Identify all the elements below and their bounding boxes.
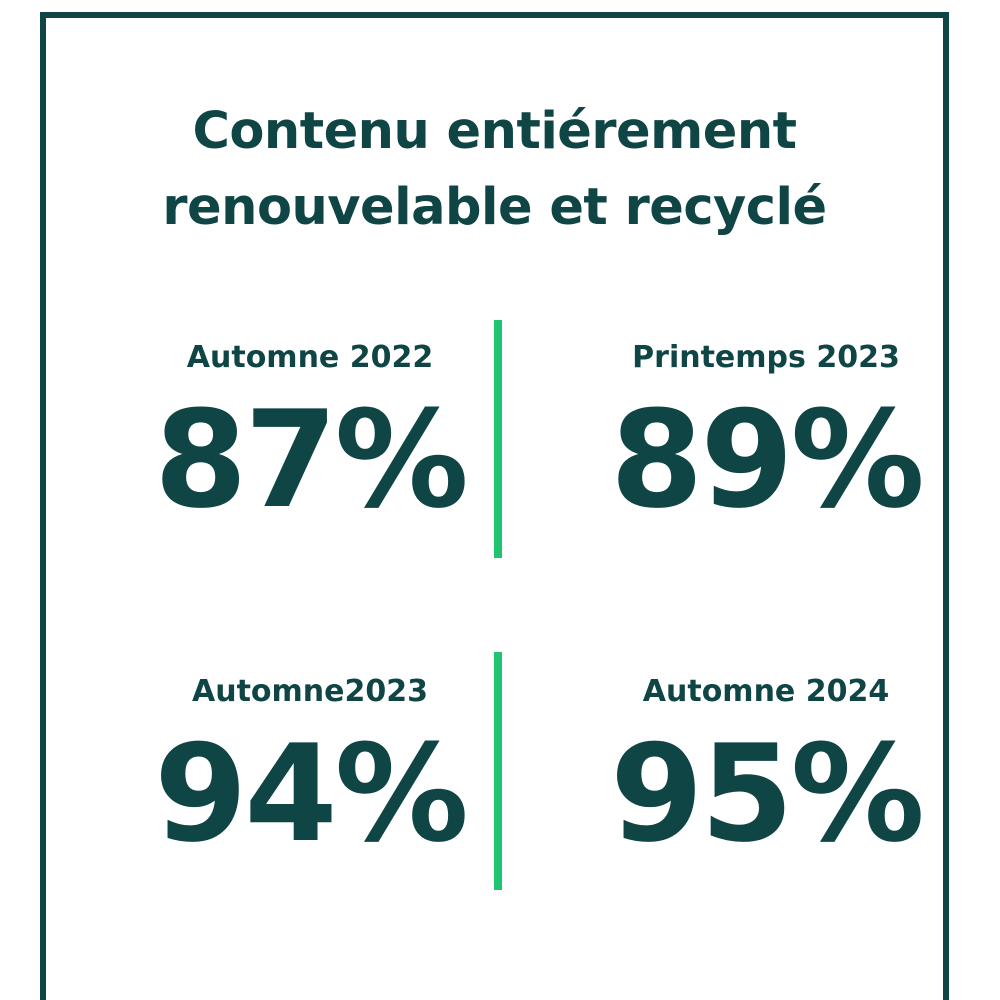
vertical-divider-bottom [494,652,502,890]
stat-value: 95% [610,716,925,872]
stat-block-spring-2023: Printemps 2023 89% [556,340,976,530]
stat-value: 87% [154,382,469,538]
stat-period-label: Automne 2024 [642,674,890,709]
page-title: Contenu entiérement renouvelable et recy… [46,94,943,246]
title-line-1: Contenu entiérement [192,102,797,161]
stat-value: 89% [610,382,925,538]
stat-period-label: Automne2023 [192,674,428,709]
stat-block-autumn-2022: Automne 2022 87% [100,340,520,530]
stat-period-label: Automne 2022 [186,340,434,375]
content-card: Contenu entiérement renouvelable et recy… [40,12,949,1000]
stat-value: 94% [154,716,469,872]
stat-block-autumn-2024: Automne 2024 95% [556,674,976,864]
stat-period-label: Printemps 2023 [632,340,900,375]
vertical-divider-top [494,320,502,558]
title-line-2: renouvelable et recyclé [162,178,827,237]
stat-block-autumn-2023: Automne2023 94% [100,674,520,864]
